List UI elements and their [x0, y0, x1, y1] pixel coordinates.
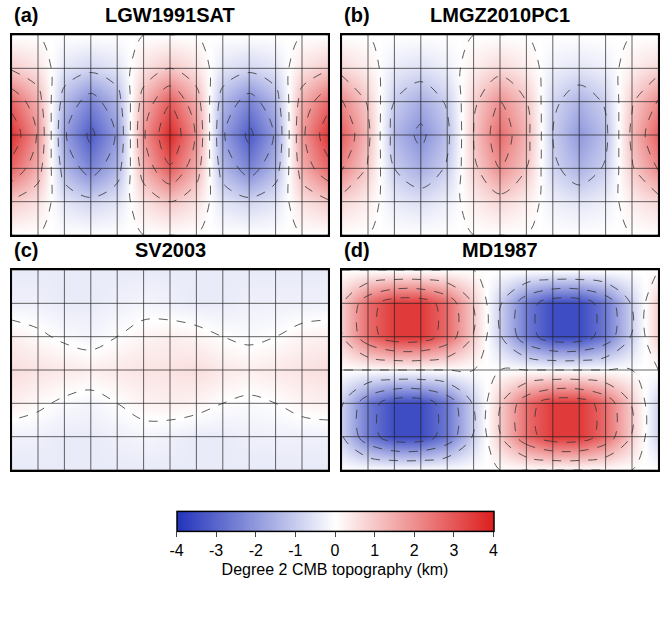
svg-text:1: 1: [370, 542, 379, 559]
svg-text:(b): (b): [344, 4, 370, 26]
svg-text:-2: -2: [249, 542, 263, 559]
svg-text:(c): (c): [14, 239, 38, 261]
svg-text:(d): (d): [344, 239, 370, 261]
svg-text:LMGZ2010PC1: LMGZ2010PC1: [430, 4, 570, 26]
svg-text:-3: -3: [209, 542, 223, 559]
svg-text:Degree 2 CMB topography (km): Degree 2 CMB topography (km): [222, 561, 449, 578]
svg-text:(a): (a): [14, 4, 38, 26]
svg-text:SV2003: SV2003: [135, 239, 206, 261]
svg-text:0: 0: [331, 542, 340, 559]
svg-text:-1: -1: [288, 542, 302, 559]
svg-text:2: 2: [410, 542, 419, 559]
svg-text:3: 3: [449, 542, 458, 559]
svg-text:4: 4: [489, 542, 498, 559]
svg-text:MD1987: MD1987: [462, 239, 538, 261]
svg-text:-4: -4: [169, 542, 183, 559]
svg-text:LGW1991SAT: LGW1991SAT: [105, 4, 235, 26]
